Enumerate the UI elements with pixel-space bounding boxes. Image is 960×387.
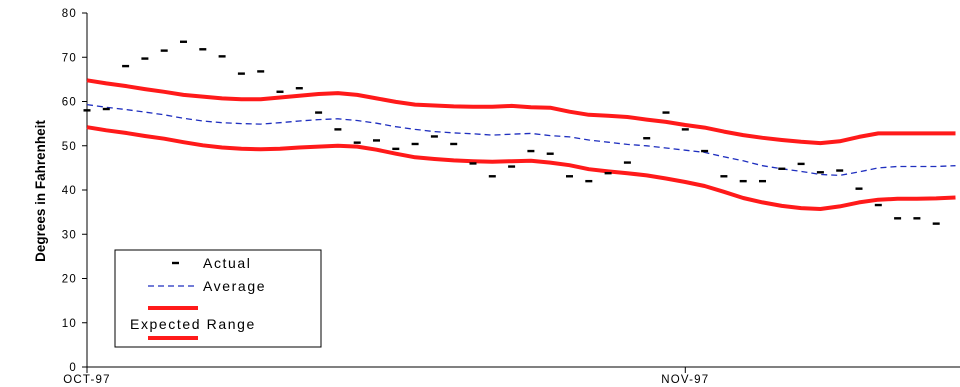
legend-label-actual: Actual bbox=[203, 255, 252, 271]
y-tick-label: 10 bbox=[62, 318, 77, 330]
series-expected-range-upper-line bbox=[86, 78, 956, 146]
x-tick-label: NOV-97 bbox=[661, 374, 709, 386]
y-axis: 0 10 20 30 40 50 60 70 80 bbox=[62, 8, 88, 374]
legend-label-average: Average bbox=[203, 278, 266, 294]
y-tick-label: 80 bbox=[62, 8, 77, 20]
y-tick-label: 30 bbox=[62, 229, 77, 241]
x-axis: OCT-97 NOV-97 bbox=[63, 366, 960, 386]
y-tick-label: 60 bbox=[62, 97, 77, 109]
legend-label-expected-range: Expected Range bbox=[130, 316, 256, 332]
series-average-line bbox=[86, 103, 956, 177]
legend: Actual Average Expected Range bbox=[114, 249, 322, 348]
y-tick-label: 50 bbox=[62, 141, 77, 153]
series-actual bbox=[83, 40, 940, 225]
series-layer bbox=[83, 40, 956, 225]
series-expected-range-lower-line bbox=[86, 125, 956, 211]
y-tick-label: 40 bbox=[62, 185, 77, 197]
y-tick-label: 70 bbox=[62, 52, 77, 64]
legend-swatches bbox=[148, 261, 198, 340]
y-axis-title: Degrees in Fahrenheit bbox=[33, 120, 48, 262]
y-tick-label: 0 bbox=[69, 362, 77, 374]
x-tick-label: OCT-97 bbox=[63, 374, 110, 386]
legend-box bbox=[114, 249, 322, 348]
y-tick-label: 20 bbox=[62, 274, 77, 286]
